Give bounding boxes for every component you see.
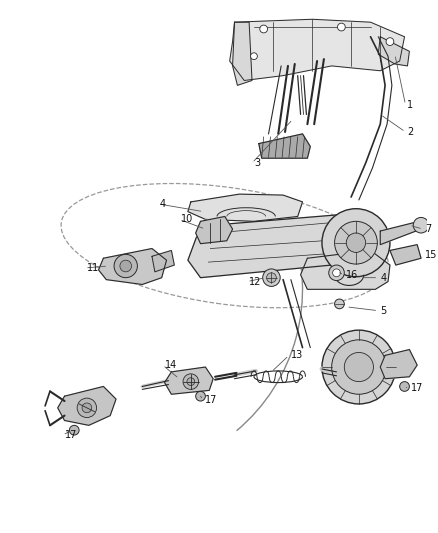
Polygon shape (233, 22, 252, 85)
Circle shape (187, 378, 195, 385)
Text: 17: 17 (64, 430, 77, 440)
Text: 2: 2 (407, 127, 414, 137)
Polygon shape (300, 251, 390, 289)
Circle shape (114, 254, 138, 278)
Circle shape (335, 299, 344, 309)
Text: 12: 12 (249, 277, 261, 287)
Polygon shape (188, 214, 366, 278)
Text: 13: 13 (291, 350, 303, 360)
Polygon shape (196, 216, 233, 244)
Circle shape (332, 340, 386, 394)
Circle shape (338, 23, 345, 31)
Polygon shape (380, 350, 417, 379)
Text: 16: 16 (346, 270, 358, 280)
Text: 1: 1 (407, 100, 413, 110)
Circle shape (335, 221, 377, 264)
Text: 17: 17 (205, 395, 218, 405)
Circle shape (251, 53, 258, 60)
Text: 15: 15 (425, 251, 437, 260)
Circle shape (322, 330, 396, 404)
Circle shape (386, 38, 394, 45)
Circle shape (329, 265, 344, 280)
Polygon shape (165, 367, 213, 394)
Circle shape (260, 25, 268, 33)
Polygon shape (390, 245, 421, 265)
Text: 5: 5 (380, 306, 386, 316)
Polygon shape (188, 194, 303, 221)
Text: 4: 4 (160, 199, 166, 209)
Text: 10: 10 (181, 214, 193, 224)
Polygon shape (378, 37, 410, 66)
Polygon shape (152, 251, 174, 272)
Circle shape (332, 269, 340, 277)
Circle shape (267, 273, 276, 282)
Text: 3: 3 (254, 158, 260, 168)
Text: 17: 17 (411, 383, 424, 393)
Circle shape (322, 209, 390, 277)
Text: 11: 11 (87, 263, 99, 273)
Polygon shape (380, 221, 421, 245)
Circle shape (263, 269, 280, 286)
Text: 4: 4 (380, 273, 386, 282)
Polygon shape (99, 248, 166, 285)
Circle shape (196, 391, 205, 401)
Circle shape (346, 233, 366, 253)
Circle shape (413, 217, 429, 233)
Text: 14: 14 (165, 360, 177, 370)
Circle shape (344, 352, 374, 382)
Circle shape (399, 382, 410, 391)
Text: 7: 7 (425, 224, 431, 234)
Polygon shape (58, 386, 116, 425)
Circle shape (120, 260, 131, 272)
Circle shape (69, 425, 79, 435)
Circle shape (183, 374, 198, 390)
Polygon shape (230, 19, 405, 80)
Circle shape (77, 398, 97, 417)
Circle shape (82, 403, 92, 413)
Polygon shape (259, 134, 310, 158)
